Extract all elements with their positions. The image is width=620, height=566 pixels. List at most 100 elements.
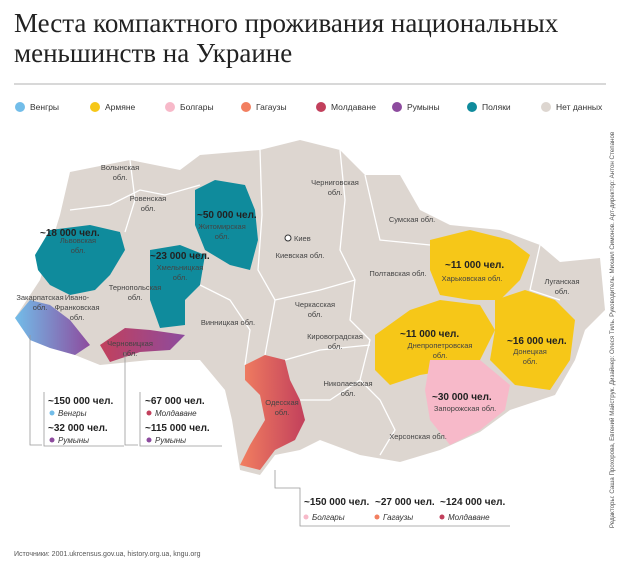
legend-label: Молдаване xyxy=(331,102,376,112)
region-label: Херсонская обл. xyxy=(389,432,447,441)
region-label: обл. xyxy=(128,293,143,302)
region-fill xyxy=(430,230,530,300)
region-label: Львовская xyxy=(60,236,96,245)
border xyxy=(274,279,356,301)
dot xyxy=(49,437,55,443)
group: Гагаузы xyxy=(383,513,413,522)
legend-label: Болгары xyxy=(180,102,214,112)
map: Киев xyxy=(15,140,605,475)
legend-label: Нет данных xyxy=(556,102,603,112)
region-label: Черкасская xyxy=(295,300,335,309)
border xyxy=(359,379,396,456)
figure: ~50 000 чел. xyxy=(197,210,257,221)
group: Молдаване xyxy=(448,513,490,522)
border xyxy=(199,284,251,366)
region-label: Черниговская xyxy=(311,178,359,187)
region-label: Кировоградская xyxy=(307,332,363,341)
region-label: обл. xyxy=(123,349,138,358)
region-label: Луганская xyxy=(544,277,579,286)
region-fill xyxy=(35,225,125,295)
group: Молдаване xyxy=(155,409,197,418)
legend-dot xyxy=(316,102,326,112)
capital-label: Киев xyxy=(294,234,311,243)
map-figures: ~18 000 чел. ~50 000 чел. ~23 000 чел. ~… xyxy=(40,210,567,403)
border xyxy=(124,159,136,233)
region-label: Ивано- xyxy=(65,293,90,302)
border xyxy=(69,184,201,211)
box-edge xyxy=(43,392,124,447)
legend-dot xyxy=(165,102,175,112)
figure: ~18 000 чел. xyxy=(40,228,100,239)
border xyxy=(529,244,561,301)
region-label: Днепропетровская xyxy=(408,341,473,350)
title-line: меньшинств на Украине xyxy=(14,38,292,68)
region-label: Хмельницкая xyxy=(157,263,204,272)
region-label: Запорожская обл. xyxy=(434,404,496,413)
count: ~115 000 чел. xyxy=(145,423,210,434)
border xyxy=(300,149,371,401)
region-label: обл. xyxy=(555,287,570,296)
legend-label: Гагаузы xyxy=(256,102,287,112)
region-label: Житомирская xyxy=(198,222,246,231)
count: ~27 000 чел. xyxy=(375,497,435,508)
region-label: Донецкая xyxy=(513,347,547,356)
box-edge xyxy=(274,470,510,527)
region-labels: Волынскаяобл.Ровенскаяобл.Житомирскаяобл… xyxy=(16,163,579,441)
region-label: обл. xyxy=(328,342,343,351)
region-label: Франковская xyxy=(54,303,99,312)
region-label: обл. xyxy=(275,408,290,417)
legend-label: Венгры xyxy=(30,102,59,112)
region-label: Николаевская xyxy=(323,379,372,388)
region-label: Закарпатская xyxy=(16,293,63,302)
region-label: Волынская xyxy=(101,163,139,172)
region-label: обл. xyxy=(71,246,86,255)
region-label: обл. xyxy=(308,310,323,319)
source: Источники: 2001.ukrcensus.gov.ua, histor… xyxy=(14,551,201,558)
region-label: Винницкая обл. xyxy=(201,318,255,327)
legend-dot xyxy=(467,102,477,112)
legend-label: Поляки xyxy=(482,102,511,112)
region-label: Киевская обл. xyxy=(276,251,325,260)
legend-dot xyxy=(241,102,251,112)
title-line: Места компактного проживания национальны… xyxy=(14,8,559,38)
region-label: обл. xyxy=(523,357,538,366)
dot xyxy=(146,410,152,416)
region-label: Тернопольская xyxy=(109,283,162,292)
legend-dot xyxy=(541,102,551,112)
region-label: обл. xyxy=(341,389,356,398)
region-label: обл. xyxy=(141,204,156,213)
region-label: обл. xyxy=(328,188,343,197)
region-fill xyxy=(425,360,510,445)
group: Болгары xyxy=(312,513,345,522)
region-fill xyxy=(100,328,185,362)
legend: Венгры Армяне Болгары Гагаузы Молдаване … xyxy=(15,102,603,112)
border xyxy=(364,174,431,246)
region-label: Одесская xyxy=(265,398,298,407)
region-fill xyxy=(195,180,258,270)
capital-dot xyxy=(284,234,292,242)
region-label: обл. xyxy=(173,273,188,282)
group: Румыны xyxy=(58,436,89,445)
region-label: обл. xyxy=(215,232,230,241)
region-label: Черновицкая xyxy=(107,339,153,348)
count: ~32 000 чел. xyxy=(48,423,108,434)
legend-label: Армяне xyxy=(105,102,136,112)
count: ~124 000 чел. xyxy=(440,497,505,508)
figure: ~16 000 чел. xyxy=(507,336,567,347)
region-label: Харьковская обл. xyxy=(442,274,503,283)
leader xyxy=(124,352,138,446)
region-label: обл. xyxy=(433,351,448,360)
region-label: Сумская обл. xyxy=(389,215,435,224)
group: Румыны xyxy=(155,436,186,445)
legend-label: Румыны xyxy=(407,102,440,112)
dot xyxy=(49,410,55,416)
legend-dot xyxy=(90,102,100,112)
count: ~150 000 чел. xyxy=(304,497,369,508)
figure: ~23 000 чел. xyxy=(150,251,210,262)
group: Венгры xyxy=(58,409,87,418)
region-label: Полтавская обл. xyxy=(369,269,426,278)
box-edge xyxy=(139,392,222,447)
region-fill xyxy=(240,355,305,470)
figure: ~11 000 чел. xyxy=(400,329,459,340)
